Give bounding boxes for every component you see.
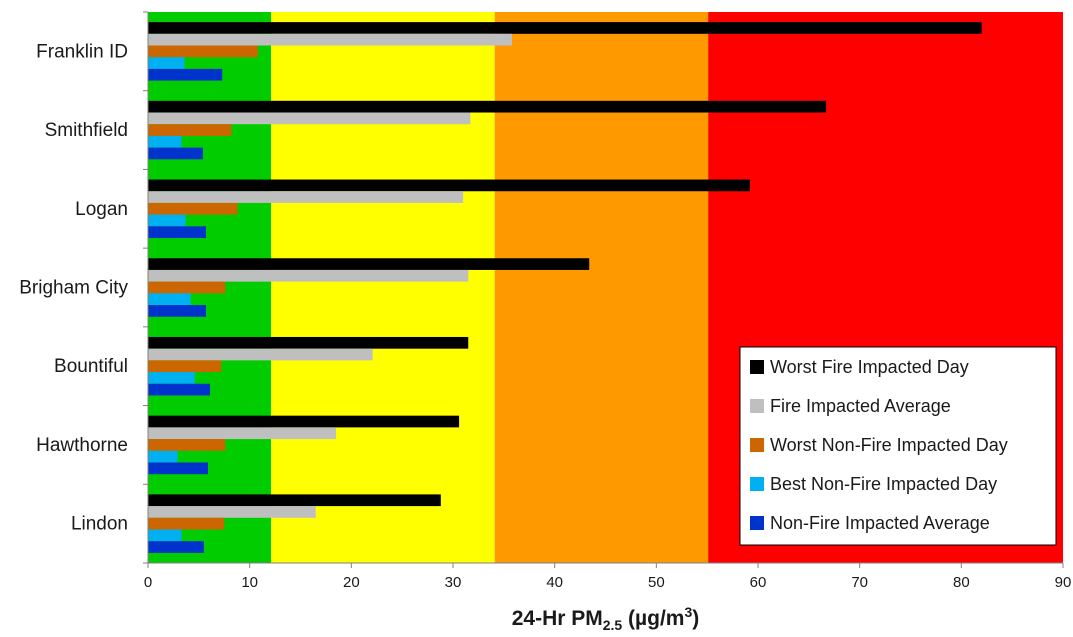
bar-non-fire-impacted-average-bountiful [148,383,211,396]
category-label: Lindon [71,514,128,535]
legend: Worst Fire Impacted Day Fire Impacted Ave… [739,346,1057,546]
bar-non-fire-impacted-average-hawthorne [148,462,208,475]
bar-non-fire-impacted-average-brigham-city [148,305,206,317]
x-tick-label: 50 [648,574,665,591]
bar-worst-non-fire-impacted-day-hawthorne [148,439,226,451]
legend-swatch [750,360,764,374]
bar-series-group [148,22,982,553]
category-label: Smithfield [45,120,128,141]
x-tick-label: 20 [343,574,360,591]
x-tick-label: 40 [546,574,563,591]
bar-best-non-fire-impacted-day-bountiful [148,372,195,384]
legend-swatch [750,477,764,491]
category-label: Brigham City [19,278,128,299]
bar-fire-impacted-average-lindon [148,506,316,518]
category-label: Hawthorne [36,435,128,456]
bar-fire-impacted-average-bountiful [148,348,373,361]
bar-worst-non-fire-impacted-day-bountiful [148,360,222,373]
legend-label: Worst Fire Impacted Day [770,357,969,377]
bar-fire-impacted-average-logan [148,191,464,203]
category-label: Franklin ID [36,41,128,62]
bar-worst-non-fire-impacted-day-logan [148,202,238,215]
legend-label: Non-Fire Impacted Average [770,513,990,533]
bar-worst-non-fire-impacted-day-lindon [148,517,225,530]
legend-label: Best Non-Fire Impacted Day [770,474,997,494]
bar-fire-impacted-average-franklin-id [148,33,512,46]
legend-label: Worst Non-Fire Impacted Day [770,435,1008,455]
category-label: Logan [75,199,128,220]
bar-non-fire-impacted-average-lindon [148,541,204,553]
x-tick-label: 90 [1055,574,1072,591]
x-tick-label: 0 [144,574,152,591]
x-tick-labels: 0 10 20 30 40 50 60 70 80 90 [144,574,1072,591]
bar-worst-fire-impacted-day-franklin-id [148,22,982,34]
bar-best-non-fire-impacted-day-brigham-city [148,293,191,306]
bar-best-non-fire-impacted-day-logan [148,214,186,227]
aqi-band-1 [271,12,495,563]
bar-fire-impacted-average-smithfield [148,112,471,125]
bar-worst-fire-impacted-day-hawthorne [148,415,460,428]
axes [143,11,1064,568]
bar-non-fire-impacted-average-franklin-id [148,68,223,81]
x-tick-label: 30 [445,574,462,591]
bar-best-non-fire-impacted-day-smithfield [148,135,182,148]
bar-best-non-fire-impacted-day-lindon [148,529,182,542]
legend-box [739,346,1057,546]
legend-swatch [750,438,764,452]
category-label: Bountiful [54,356,128,377]
category-labels: Franklin ID Smithfield Logan Brigham City Bo… [19,41,128,534]
x-axis-label: 24-Hr PM2.5 (µg/m3) [511,604,700,634]
bar-worst-non-fire-impacted-day-franklin-id [148,45,258,58]
x-tick-label: 70 [851,574,868,591]
legend-label: Fire Impacted Average [770,396,951,416]
bar-worst-fire-impacted-day-bountiful [148,336,469,349]
bar-best-non-fire-impacted-day-hawthorne [148,450,178,463]
bar-worst-non-fire-impacted-day-brigham-city [148,281,226,294]
x-tick-label: 60 [750,574,767,591]
bar-non-fire-impacted-average-smithfield [148,147,203,160]
bar-worst-fire-impacted-day-brigham-city [148,258,590,270]
legend-swatch [750,516,764,530]
x-tick-label: 80 [953,574,970,591]
bar-worst-non-fire-impacted-day-smithfield [148,124,232,136]
bar-fire-impacted-average-hawthorne [148,427,337,440]
bar-worst-fire-impacted-day-smithfield [148,100,827,113]
bar-best-non-fire-impacted-day-franklin-id [148,57,185,69]
legend-swatch [750,399,764,413]
bar-worst-fire-impacted-day-lindon [148,494,441,507]
bar-fire-impacted-average-brigham-city [148,269,469,282]
bar-worst-fire-impacted-day-logan [148,179,750,192]
x-tick-label: 10 [241,574,258,591]
bar-non-fire-impacted-average-logan [148,226,206,239]
aqi-band-2 [494,12,709,563]
